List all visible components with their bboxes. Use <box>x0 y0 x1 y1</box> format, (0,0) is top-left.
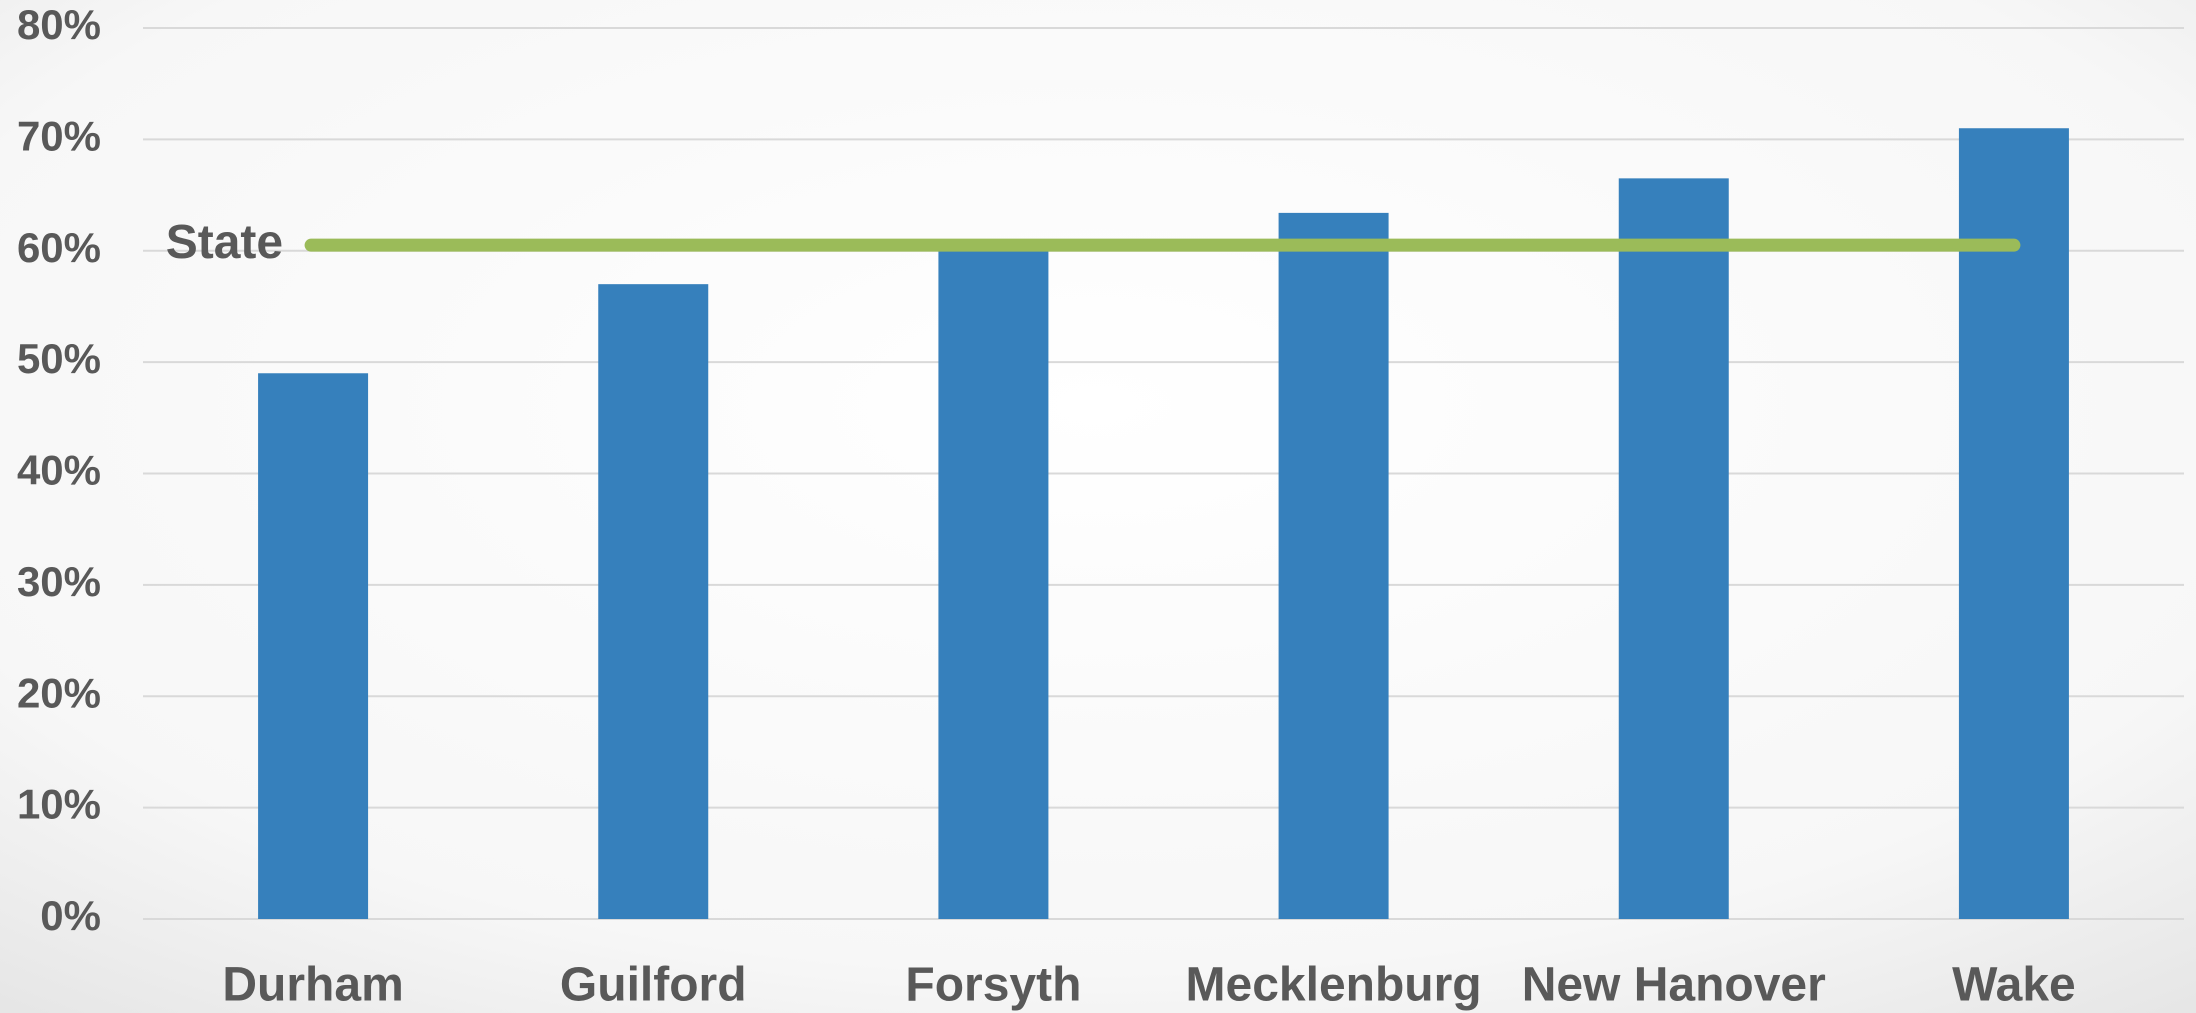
y-tick-label: 50% <box>17 335 101 382</box>
x-tick-label: Guilford <box>560 959 747 1012</box>
y-tick-label: 10% <box>17 781 101 828</box>
y-tick-label: 0% <box>40 892 101 939</box>
y-tick-label: 60% <box>17 224 101 271</box>
y-tick-label: 30% <box>17 558 101 605</box>
bar <box>938 250 1049 919</box>
y-tick-label: 70% <box>17 112 101 159</box>
x-tick-label: Durham <box>222 959 403 1012</box>
y-tick-label: 20% <box>17 669 101 716</box>
bar <box>258 373 369 919</box>
bar <box>1618 178 1729 919</box>
bar <box>1278 212 1389 919</box>
y-tick-label: 80% <box>17 1 101 48</box>
reference-label: State <box>166 216 283 269</box>
x-tick-label: New Hanover <box>1522 959 1826 1012</box>
x-tick-label: Mecklenburg <box>1186 959 1482 1012</box>
bar <box>598 284 709 920</box>
bar <box>1958 128 2069 920</box>
x-tick-label: Forsyth <box>905 959 1081 1012</box>
x-tick-label: Wake <box>1952 959 2076 1012</box>
y-tick-label: 40% <box>17 447 101 494</box>
